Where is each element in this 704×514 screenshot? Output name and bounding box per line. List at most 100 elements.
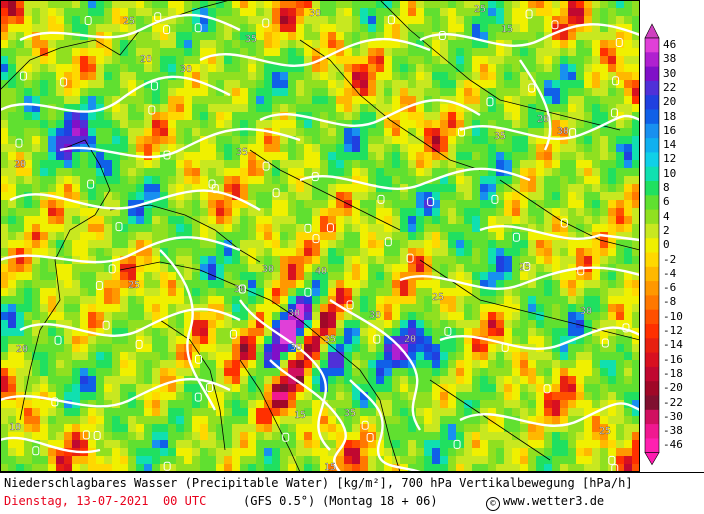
- legend-swatch: [645, 152, 659, 168]
- legend-label: 30: [663, 66, 677, 80]
- contour-label: 30: [290, 342, 302, 353]
- contour-label: 15: [294, 410, 306, 421]
- legend-swatch: [645, 209, 659, 225]
- legend-swatch: [645, 266, 659, 282]
- contour-label: 35: [324, 334, 336, 345]
- color-scale-legend: 46 38 30 22 20 18 16 14 12 10 8 6 4 2 0 -2 -4 -6 -8 -10 -12-…: [641, 0, 704, 472]
- legend-label: -14: [663, 338, 683, 352]
- legend-label: -12: [663, 324, 683, 337]
- forecast-lead-time: (Montag 18 + 06): [322, 494, 438, 508]
- legend-label: -20: [663, 381, 683, 395]
- contour-label: 30: [262, 264, 274, 275]
- legend-label: 12: [663, 152, 677, 166]
- contour-label: 30: [309, 8, 321, 19]
- source-credit: © www.wetter3.de: [486, 494, 604, 511]
- contour-label: 35: [245, 34, 257, 45]
- contour-label: 20: [404, 334, 416, 345]
- contour-label: 25: [519, 262, 531, 273]
- legend-label: -2: [663, 252, 677, 266]
- legend-label: -18: [663, 366, 683, 380]
- legend-swatch: [645, 338, 659, 353]
- legend-label: 18: [663, 109, 677, 123]
- map-caption: Niederschlagbares Wasser (Precipitable W…: [0, 472, 704, 514]
- contour-label: 20: [140, 54, 152, 65]
- forecast-date: Dienstag, 13-07-2021 00 UTC: [4, 494, 207, 508]
- legend-swatch: [645, 366, 659, 382]
- legend-swatch: [645, 223, 659, 239]
- legend-swatch: [645, 138, 659, 153]
- zero-line-markers: [15, 9, 630, 472]
- legend-label: -8: [663, 295, 677, 309]
- legend-label: -10: [663, 309, 683, 323]
- legend-swatch: [645, 52, 659, 67]
- precipitable-water-field: [0, 0, 640, 472]
- source-credit-text: www.wetter3.de: [503, 494, 605, 508]
- vertical-motion-contours: [0, 13, 640, 472]
- legend-color-bar: [644, 23, 660, 466]
- legend-swatch: [645, 66, 659, 82]
- legend-label: -4: [663, 266, 677, 280]
- legend-label: 46: [663, 38, 677, 51]
- legend-label: -22: [663, 395, 683, 409]
- contour-label: 25: [599, 426, 611, 437]
- contour-label: 40: [315, 266, 327, 277]
- legend-swatch: [645, 309, 659, 325]
- contour-label: 30: [288, 308, 300, 319]
- legend-label: 14: [663, 138, 677, 152]
- legend-label: -6: [663, 281, 677, 295]
- contour-label: 10: [9, 422, 21, 433]
- legend-swatch: [645, 181, 659, 196]
- map-frame: [0, 0, 640, 472]
- contour-label: 15: [324, 462, 336, 472]
- legend-swatch: [645, 123, 659, 139]
- contour-label: 20: [14, 159, 26, 170]
- legend-label: 10: [663, 166, 677, 180]
- contour-label: 25: [474, 4, 486, 15]
- caption-title: Niederschlagbares Wasser (Precipitable W…: [4, 476, 633, 490]
- contour-label: 35: [236, 147, 248, 158]
- legend-swatch: [645, 80, 659, 96]
- contour-label: 20: [16, 344, 28, 355]
- contour-labels: 25 20 30 35 30 25 15 20 30 35 40 30 35 30 25 20 15 10 30 35…: [9, 4, 611, 472]
- legend-label: 16: [663, 123, 677, 137]
- legend-label: 6: [663, 195, 670, 209]
- legend-label: -38: [663, 424, 683, 438]
- legend-label: -16: [663, 352, 683, 366]
- legend-up-arrow-icon: [644, 23, 660, 39]
- contour-label: 35: [494, 131, 506, 142]
- legend-swatch: [645, 109, 659, 125]
- legend-frame: [644, 37, 660, 454]
- legend-swatch: [645, 352, 659, 368]
- legend-label: 38: [663, 52, 677, 66]
- map-canvas: 25 20 30 35 30 25 15 20 30 35 40 30 35 30 25 20 15 10 30 35…: [0, 0, 640, 472]
- legend-swatch: [645, 195, 659, 210]
- legend-swatch: [645, 409, 659, 425]
- model-name: (GFS 0.5°): [243, 494, 316, 508]
- legend-label: -30: [663, 409, 683, 423]
- contour-label: 30: [234, 284, 246, 295]
- legend-label: 4: [663, 209, 670, 223]
- legend-label: 0: [663, 238, 670, 252]
- legend-swatch: [645, 395, 659, 411]
- legend-label: 8: [663, 181, 670, 194]
- legend-swatch: [645, 381, 659, 396]
- legend-down-arrow-icon: [644, 452, 660, 466]
- legend-label: 2: [663, 223, 670, 237]
- legend-swatch: [645, 252, 659, 268]
- contour-label: 30: [180, 64, 192, 75]
- legend-label: 20: [663, 95, 677, 109]
- legend-swatch: [645, 38, 659, 53]
- legend-swatch: [645, 295, 659, 311]
- contour-label: 30: [580, 306, 592, 317]
- contour-label: 25: [123, 16, 135, 27]
- legend-label: 22: [663, 80, 677, 94]
- legend-swatch: [645, 166, 659, 182]
- legend-label: -46: [663, 438, 683, 452]
- legend-swatch: [645, 281, 659, 296]
- contour-label: 25: [128, 280, 140, 291]
- legend-swatch: [645, 438, 659, 454]
- legend-swatch: [645, 324, 659, 339]
- legend-swatch: [645, 95, 659, 110]
- contour-label: 35: [344, 408, 356, 419]
- legend-swatch: [645, 238, 659, 253]
